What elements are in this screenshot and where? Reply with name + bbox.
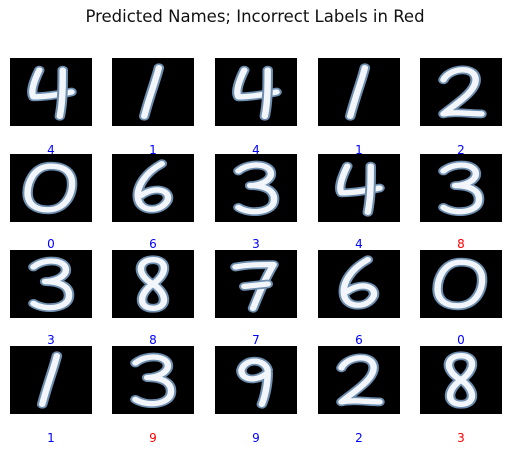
predicted-label: 2 (457, 143, 465, 157)
digit-image (112, 58, 194, 126)
predicted-label: 8 (149, 333, 157, 347)
digit-image (112, 250, 194, 318)
digit-image (215, 346, 297, 414)
predicted-label: 1 (47, 431, 55, 445)
predicted-label: 4 (252, 143, 260, 157)
digit-cell: 1 (10, 346, 92, 444)
predicted-label: 4 (355, 237, 363, 251)
digit-cell: 6 (318, 250, 400, 346)
digit-image (318, 154, 400, 222)
digit-cell: 7 (215, 250, 297, 346)
digit-cell: 4 (10, 58, 92, 156)
predicted-label: 3 (47, 333, 55, 347)
predicted-label: 0 (457, 333, 465, 347)
digit-cell: 6 (112, 154, 194, 250)
digit-image (318, 250, 400, 318)
predicted-label: 3 (252, 237, 260, 251)
digit-image (420, 154, 502, 222)
figure-title: Predicted Names; Incorrect Labels in Red (85, 7, 425, 26)
digit-image (112, 346, 194, 414)
predicted-label: 0 (47, 237, 55, 251)
digit-image (420, 346, 502, 414)
digit-cell: 1 (112, 58, 194, 156)
digit-cell: 4 (318, 154, 400, 250)
predicted-label: 4 (47, 143, 55, 157)
digit-image (10, 154, 92, 222)
digit-image (318, 346, 400, 414)
digit-image (215, 58, 297, 126)
digit-image (10, 346, 92, 414)
predicted-label: 9 (252, 431, 260, 445)
predicted-label: 1 (149, 143, 157, 157)
predicted-label: 1 (355, 143, 363, 157)
digit-cell: 9 (215, 346, 297, 444)
digit-image (10, 58, 92, 126)
digit-image (10, 250, 92, 318)
predicted-label: 8 (457, 237, 465, 251)
digit-cell: 0 (10, 154, 92, 250)
predicted-label: 6 (355, 333, 363, 347)
digit-image (420, 250, 502, 318)
digit-cell: 9 (112, 346, 194, 444)
digit-image (215, 250, 297, 318)
digit-cell: 0 (420, 250, 502, 346)
digit-cell: 4 (215, 58, 297, 156)
digit-image (318, 58, 400, 126)
predicted-label: 3 (457, 431, 465, 445)
digit-cell: 8 (112, 250, 194, 346)
digit-cell: 2 (420, 58, 502, 156)
predicted-label: 7 (252, 333, 260, 347)
digit-image (420, 58, 502, 126)
digit-cell: 1 (318, 58, 400, 156)
digit-cell: 3 (10, 250, 92, 346)
digit-cell: 8 (420, 154, 502, 250)
digit-cell: 3 (215, 154, 297, 250)
digit-image (215, 154, 297, 222)
predicted-label: 6 (149, 237, 157, 251)
predicted-label: 2 (355, 431, 363, 445)
digit-image (112, 154, 194, 222)
predicted-label: 9 (149, 431, 157, 445)
digit-cell: 3 (420, 346, 502, 444)
digit-cell: 2 (318, 346, 400, 444)
